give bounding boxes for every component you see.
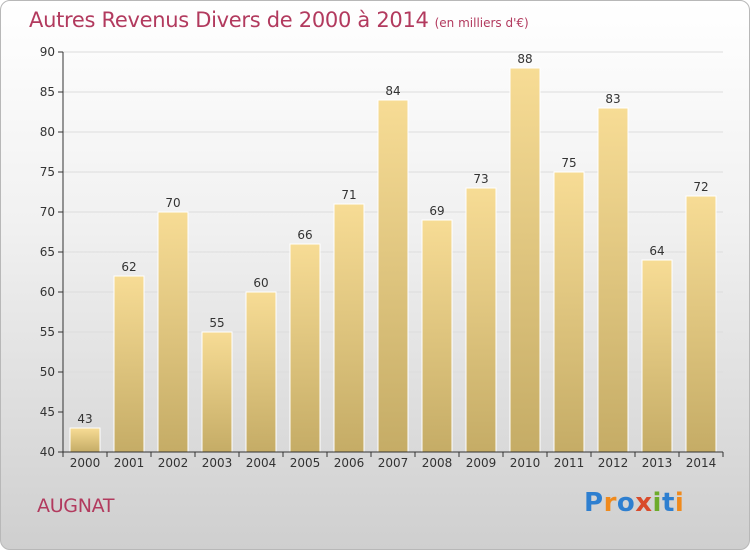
bar — [333, 203, 365, 453]
bar-value-label: 88 — [517, 52, 532, 66]
bar — [113, 275, 145, 453]
bar-value-label: 70 — [165, 196, 180, 210]
logo-letter: o — [616, 488, 636, 518]
logo-letter: r — [603, 488, 617, 518]
y-tick-label: 65 — [40, 245, 55, 259]
bar — [641, 259, 673, 453]
x-tick-label: 2002 — [158, 456, 189, 470]
x-tick-label: 2011 — [554, 456, 585, 470]
chart-title-unit: (en milliers d'€) — [434, 16, 529, 30]
chart-title-main: Autres Revenus Divers de 2000 à 2014 — [29, 8, 429, 32]
y-tick-label: 60 — [40, 285, 55, 299]
x-tick-label: 2014 — [686, 456, 717, 470]
bar-value-label: 66 — [297, 228, 312, 242]
bar — [465, 187, 497, 453]
bar-value-label: 72 — [693, 180, 708, 194]
logo-letter: t — [661, 488, 675, 518]
bar-value-label: 64 — [649, 244, 664, 258]
bar — [421, 219, 453, 453]
y-tick-label: 70 — [40, 205, 55, 219]
bar-value-label: 55 — [209, 316, 224, 330]
commune-name: AUGNAT — [37, 495, 115, 517]
bar-value-label: 43 — [77, 412, 92, 426]
x-tick-label: 2010 — [510, 456, 541, 470]
bar-value-label: 71 — [341, 188, 356, 202]
y-tick-label: 45 — [40, 405, 55, 419]
bar — [553, 171, 585, 453]
logo-letter: P — [584, 488, 604, 518]
proxiti-logo: Proxiti — [584, 488, 684, 518]
chart-title: Autres Revenus Divers de 2000 à 2014 (en … — [29, 8, 529, 32]
x-tick-label: 2004 — [246, 456, 277, 470]
bar — [157, 211, 189, 453]
y-tick-label: 90 — [40, 45, 55, 59]
y-tick-label: 40 — [40, 445, 55, 459]
y-tick-label: 75 — [40, 165, 55, 179]
bar — [69, 427, 101, 453]
logo-letter: i — [652, 488, 662, 518]
x-tick-label: 2008 — [422, 456, 453, 470]
x-tick-label: 2005 — [290, 456, 321, 470]
x-tick-label: 2006 — [334, 456, 365, 470]
x-tick-label: 2007 — [378, 456, 409, 470]
bar — [685, 195, 717, 453]
bar — [509, 67, 541, 453]
bar-value-label: 60 — [253, 276, 268, 290]
bars-layer: 43 62 70 55 60 66 71 84 69 73 88 75 83 64 72 — [69, 52, 717, 453]
bar — [289, 243, 321, 453]
x-tick-label: 2000 — [70, 456, 101, 470]
y-tick-label: 55 — [40, 325, 55, 339]
y-tick-label: 50 — [40, 365, 55, 379]
axis-layer: 40 45 50 55 60 65 70 75 80 85 90 2000 2001 2002 2003 20… — [40, 45, 724, 470]
bar — [201, 331, 233, 453]
bar-value-label: 62 — [121, 260, 136, 274]
y-tick-label: 80 — [40, 125, 55, 139]
logo-letter: x — [635, 488, 653, 518]
x-tick-label: 2001 — [114, 456, 145, 470]
bar-value-label: 75 — [561, 156, 576, 170]
bar-value-label: 73 — [473, 172, 488, 186]
x-tick-label: 2012 — [598, 456, 629, 470]
bar — [245, 291, 277, 453]
bar-value-label: 84 — [385, 84, 400, 98]
x-tick-label: 2013 — [642, 456, 673, 470]
bar-value-label: 83 — [605, 92, 620, 106]
x-tick-label: 2009 — [466, 456, 497, 470]
logo-letter: i — [674, 488, 685, 518]
bar — [597, 107, 629, 453]
x-tick-label: 2003 — [202, 456, 233, 470]
bar — [377, 99, 409, 453]
y-tick-label: 85 — [40, 85, 55, 99]
bar-value-label: 69 — [429, 204, 444, 218]
